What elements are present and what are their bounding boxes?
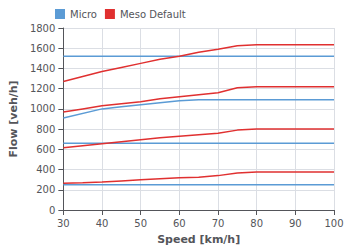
svg-text:100: 100 [324, 218, 343, 229]
svg-text:90: 90 [289, 218, 302, 229]
svg-text:30: 30 [57, 218, 70, 229]
svg-text:0: 0 [49, 205, 55, 216]
svg-text:70: 70 [212, 218, 225, 229]
svg-text:1800: 1800 [30, 23, 55, 34]
svg-text:40: 40 [96, 218, 109, 229]
svg-text:Meso Default: Meso Default [120, 9, 186, 20]
svg-text:60: 60 [173, 218, 186, 229]
svg-text:600: 600 [36, 144, 55, 155]
svg-text:Micro: Micro [70, 9, 97, 20]
svg-text:1400: 1400 [30, 63, 55, 74]
svg-text:200: 200 [36, 184, 55, 195]
svg-text:50: 50 [134, 218, 147, 229]
svg-text:1200: 1200 [30, 83, 55, 94]
svg-text:400: 400 [36, 164, 55, 175]
svg-text:800: 800 [36, 124, 55, 135]
svg-text:Flow [veh/h]: Flow [veh/h] [7, 80, 20, 157]
svg-text:1600: 1600 [30, 43, 55, 54]
svg-text:80: 80 [250, 218, 263, 229]
svg-text:Speed [km/h]: Speed [km/h] [157, 233, 240, 246]
svg-text:1000: 1000 [30, 103, 55, 114]
